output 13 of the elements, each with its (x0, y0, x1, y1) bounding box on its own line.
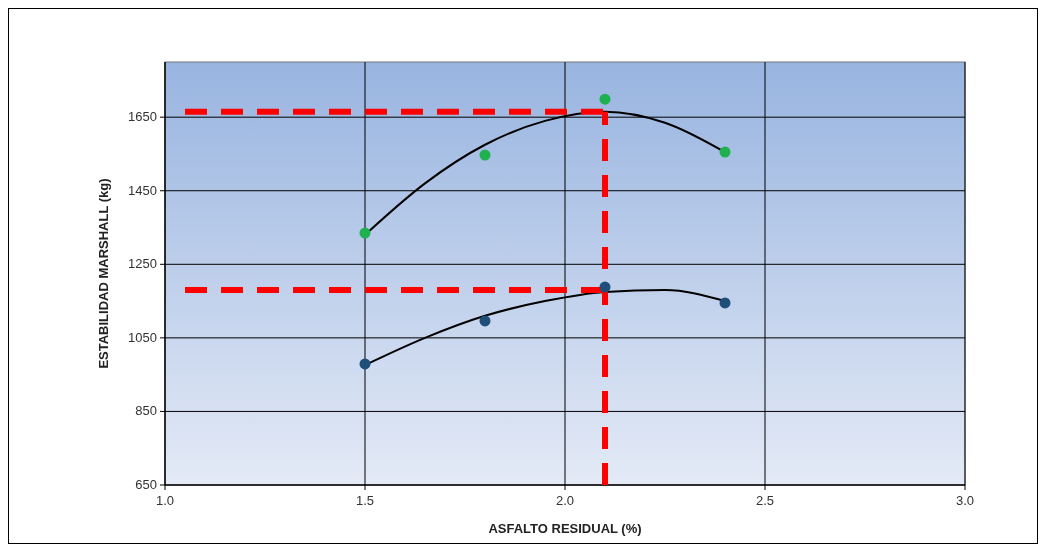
x-tick-label: 2.0 (555, 493, 575, 508)
y-tick-label: 1050 (128, 329, 157, 345)
x-tick-label: 3.0 (955, 493, 975, 508)
x-tick-label: 1.0 (155, 493, 175, 508)
y-tick-label: 850 (135, 403, 157, 419)
y-tick-label: 1650 (128, 109, 157, 125)
y-tick-label: 650 (135, 477, 157, 492)
y-tick-label: 1250 (128, 256, 157, 272)
y-tick-label: 1450 (128, 182, 157, 198)
x-tick-label: 1.5 (355, 493, 375, 508)
x-tick-label: 2.5 (755, 493, 775, 508)
x-axis-title: ASFALTO RESIDUAL (%) (488, 521, 642, 536)
y-axis-title: ESTABILIDAD MARSHALL (kg) (96, 178, 111, 369)
